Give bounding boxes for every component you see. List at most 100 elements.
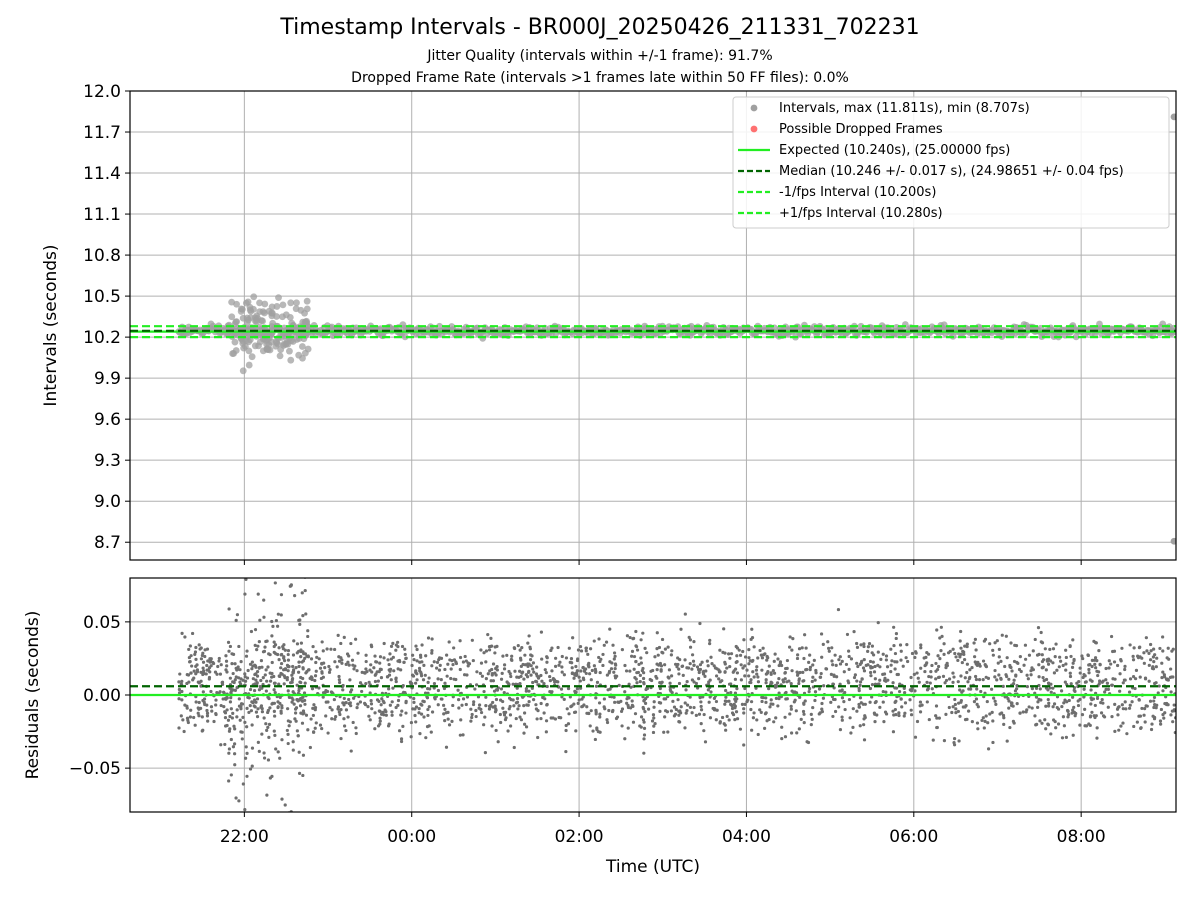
residual-point	[810, 679, 814, 684]
residual-point	[286, 741, 290, 746]
residual-point	[1110, 715, 1114, 719]
residual-point	[507, 696, 512, 700]
residual-point	[314, 669, 318, 673]
residual-point	[205, 708, 209, 713]
residual-point	[255, 670, 260, 674]
residual-point	[535, 674, 539, 678]
residual-point	[293, 594, 297, 598]
residual-point	[804, 646, 808, 650]
residual-point	[247, 696, 251, 700]
residual-point	[560, 665, 564, 669]
residual-point	[557, 663, 561, 667]
residual-point	[772, 671, 777, 675]
residual-point	[335, 665, 339, 669]
residual-point	[399, 713, 403, 717]
residual-point	[381, 710, 385, 714]
residual-point	[185, 672, 189, 677]
residual-point	[323, 666, 327, 670]
residual-point	[658, 709, 662, 713]
residual-point	[234, 675, 238, 679]
residual-point	[944, 666, 948, 670]
residual-point	[718, 720, 722, 724]
residual-point	[1166, 646, 1170, 650]
residual-point	[669, 674, 674, 678]
residual-point	[348, 678, 352, 682]
residual-point	[674, 707, 678, 712]
residual-point	[219, 663, 223, 667]
residual-point	[396, 667, 400, 671]
residual-point	[1136, 656, 1141, 660]
residual-point	[285, 728, 289, 733]
residual-point	[1008, 663, 1012, 668]
residual-point	[214, 712, 218, 717]
residual-point	[742, 707, 746, 711]
residual-point	[1149, 649, 1153, 653]
residual-point	[267, 696, 271, 701]
residual-point	[935, 716, 939, 720]
residual-point	[460, 703, 464, 707]
residual-point	[723, 702, 727, 706]
residual-point	[498, 712, 502, 717]
residual-point	[1004, 634, 1008, 638]
residual-point	[475, 683, 479, 687]
residual-point	[491, 679, 495, 683]
residual-point	[1034, 686, 1039, 691]
residual-point	[988, 712, 992, 716]
residual-point	[765, 658, 769, 662]
residual-point	[379, 675, 384, 680]
residual-point	[612, 670, 616, 674]
residual-point	[261, 675, 265, 680]
residual-point	[866, 645, 870, 649]
residual-point	[430, 710, 435, 714]
interval-point	[1072, 333, 1080, 341]
residual-point	[760, 656, 765, 660]
residual-point	[377, 709, 381, 713]
residual-point	[1127, 706, 1132, 710]
residual-point	[1060, 736, 1065, 740]
residual-point	[738, 727, 743, 731]
interval-point	[245, 361, 253, 369]
residual-point	[540, 657, 544, 661]
residual-point	[318, 723, 323, 727]
residual-point	[869, 670, 873, 675]
residual-point	[934, 714, 938, 718]
residual-point	[789, 682, 793, 686]
residual-point	[723, 670, 727, 674]
residual-point	[290, 673, 294, 677]
residual-point	[274, 618, 278, 623]
x-tick-label: 02:00	[555, 827, 604, 847]
residual-point	[560, 654, 564, 659]
residual-point	[551, 677, 555, 681]
residual-point	[278, 695, 282, 699]
residual-point	[253, 664, 258, 668]
residual-point	[641, 631, 645, 635]
residual-point	[326, 731, 330, 735]
residual-point	[231, 652, 236, 656]
residual-point	[259, 704, 264, 708]
residual-point	[378, 716, 382, 720]
residual-point	[629, 685, 633, 689]
residual-point	[591, 729, 595, 733]
residual-point	[536, 709, 540, 713]
residual-point	[901, 664, 905, 668]
residual-point	[747, 662, 751, 666]
residual-point	[239, 702, 244, 706]
residual-point	[965, 644, 969, 649]
residual-point	[327, 670, 332, 674]
residual-point	[1131, 658, 1136, 662]
residual-point	[1066, 709, 1070, 713]
residual-point	[425, 724, 430, 729]
residual-point	[266, 708, 270, 713]
residual-point	[1021, 710, 1025, 714]
y-tick-label: 12.0	[83, 82, 121, 102]
residual-point	[947, 705, 951, 710]
residual-point	[1104, 678, 1108, 682]
residual-point	[658, 661, 663, 666]
residual-point	[1014, 674, 1018, 678]
residual-point	[940, 634, 944, 638]
residual-point	[893, 686, 897, 690]
residual-point	[862, 658, 866, 662]
y-tick-label: 8.7	[94, 533, 121, 553]
residual-point	[663, 715, 667, 719]
legend-label: Expected (10.240s), (25.00000 fps)	[779, 143, 1010, 158]
